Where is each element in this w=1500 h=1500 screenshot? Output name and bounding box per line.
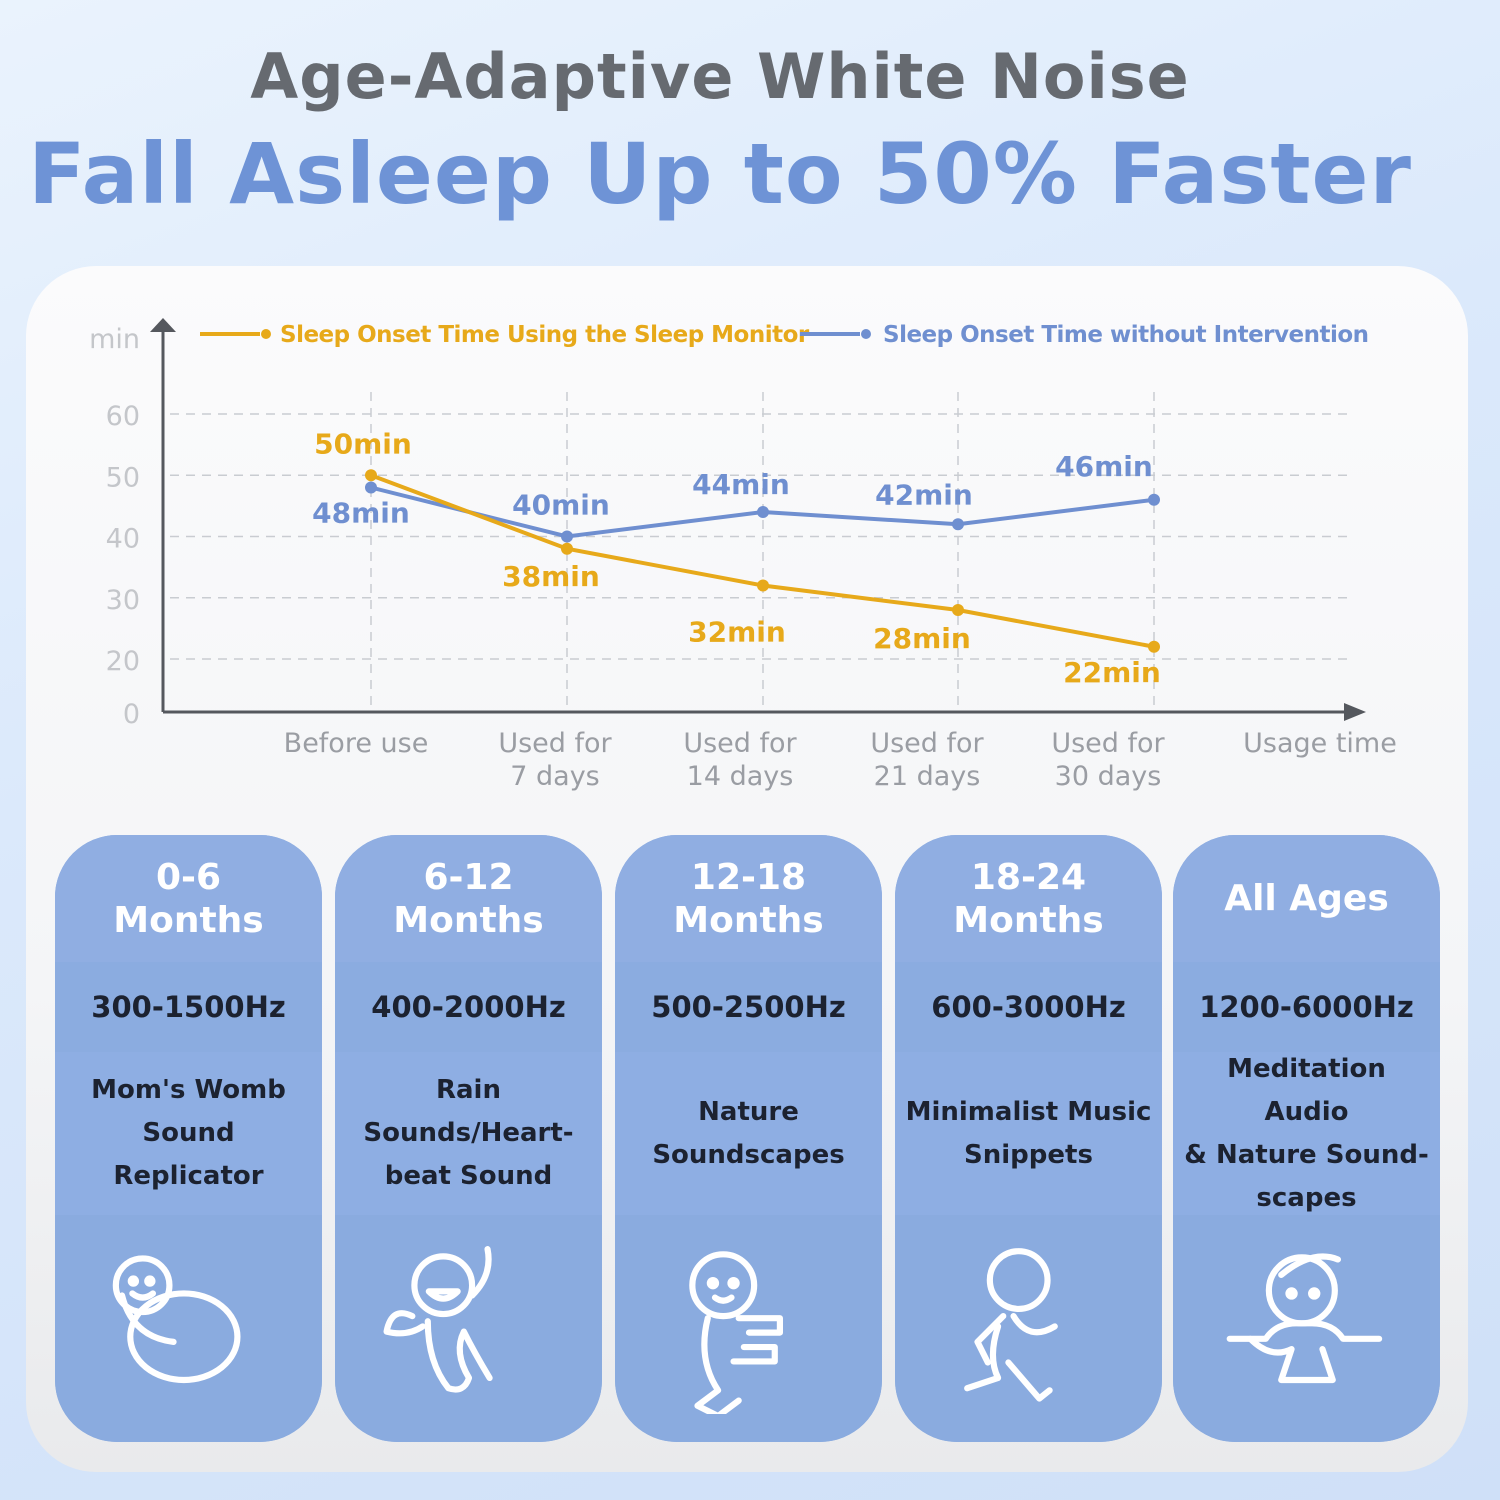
happy-baby-icon bbox=[382, 1245, 493, 1393]
data-point bbox=[757, 506, 769, 518]
data-label: 40min bbox=[512, 489, 610, 522]
data-label: 44min bbox=[692, 468, 790, 501]
age-range-line: 12-18 bbox=[690, 856, 807, 898]
x-axis-label: Usage time bbox=[1243, 728, 1397, 759]
y-tick-label: 30 bbox=[106, 585, 140, 616]
data-point bbox=[365, 469, 377, 482]
line-chart: 0 20 30 40 50 60 min Usage time Before use Used f… bbox=[89, 318, 1397, 792]
age-card: 0-6 Months 300-1500Hz Mom's Womb Sound Rep… bbox=[55, 835, 322, 1442]
running-child-icon bbox=[963, 1247, 1058, 1402]
age-range-line: Months bbox=[953, 899, 1104, 941]
legend-label: Sleep Onset Time Using the Sleep Monitor bbox=[280, 322, 810, 348]
data-label: 32min bbox=[688, 616, 786, 649]
y-tick-label: 60 bbox=[106, 401, 140, 432]
age-card: 18-24 Months 600-3000Hz Minimalist Music S… bbox=[895, 835, 1162, 1442]
data-label: 38min bbox=[502, 560, 600, 593]
data-point bbox=[1148, 640, 1160, 653]
y-tick-label: 40 bbox=[106, 524, 140, 555]
x-tick-label: Used for bbox=[498, 728, 612, 759]
x-tick-label: 21 days bbox=[874, 761, 981, 792]
sound-description-line: Soundscapes bbox=[652, 1139, 845, 1170]
frequency-range: 1200-6000Hz bbox=[1173, 962, 1440, 1052]
meditating-person-icon bbox=[1226, 1253, 1382, 1383]
sound-description-line: Rain bbox=[435, 1075, 501, 1105]
x-tick-label: Used for bbox=[683, 728, 797, 759]
age-range-line: 18-24 bbox=[970, 856, 1087, 898]
age-range-line: Months bbox=[113, 899, 264, 941]
legend-marker bbox=[261, 329, 271, 339]
data-point bbox=[952, 604, 964, 616]
sound-description-line: beat Sound bbox=[384, 1161, 553, 1191]
age-range-line: 0-6 bbox=[155, 856, 222, 898]
legend-marker bbox=[861, 329, 871, 339]
sound-description-line: Snippets bbox=[964, 1139, 1093, 1170]
sound-description-line: Minimalist Music bbox=[905, 1096, 1152, 1127]
x-tick-label: Used for bbox=[870, 728, 984, 759]
data-point bbox=[365, 481, 377, 494]
swaddled-baby-icon bbox=[112, 1254, 241, 1383]
data-label: 42min bbox=[875, 478, 973, 511]
data-point bbox=[561, 530, 573, 543]
y-axis-arrow-icon bbox=[150, 318, 176, 332]
data-point bbox=[952, 518, 964, 531]
subtitle: Age-Adaptive White Noise bbox=[250, 40, 1190, 113]
y-tick-label: 50 bbox=[106, 462, 140, 493]
age-range-line: Months bbox=[393, 899, 544, 941]
sound-description: Nature Soundscapes bbox=[615, 1052, 882, 1215]
legend-label: Sleep Onset Time without Intervention bbox=[883, 322, 1369, 348]
age-range-line: Months bbox=[673, 899, 824, 941]
sound-description-line: Meditation Audio bbox=[1227, 1053, 1386, 1127]
age-range: 12-18 Months bbox=[615, 835, 882, 962]
sound-description-line: & Nature Sound- bbox=[1184, 1139, 1429, 1170]
frequency-range: 600-3000Hz bbox=[895, 962, 1162, 1052]
frequency-range: 400-2000Hz bbox=[335, 962, 602, 1052]
age-range: 6-12 Months bbox=[335, 835, 602, 962]
frequency-range: 500-2500Hz bbox=[615, 962, 882, 1052]
age-card: 6-12 Months 400-2000Hz Rain Sounds/Heart-b… bbox=[335, 835, 602, 1442]
x-tick-label: Before use bbox=[284, 728, 429, 759]
age-range-line: 6-12 bbox=[423, 856, 514, 898]
sound-description-line: Nature bbox=[698, 1096, 799, 1127]
page-title: Fall Asleep Up to 50% Faster bbox=[28, 125, 1412, 223]
data-label: 22min bbox=[1063, 656, 1161, 689]
crawling-baby-icon bbox=[688, 1250, 783, 1414]
sound-description: Mom's Womb Sound Replicator bbox=[55, 1052, 322, 1215]
age-range: 0-6 Months bbox=[55, 835, 322, 962]
data-label: 50min bbox=[314, 427, 412, 460]
age-range: 18-24 Months bbox=[895, 835, 1162, 962]
data-point bbox=[757, 579, 769, 592]
data-point bbox=[1148, 493, 1160, 506]
y-axis-label: min bbox=[89, 324, 140, 355]
sound-description: Meditation Audio & Nature Sound-scapes bbox=[1173, 1052, 1440, 1215]
sound-description-line: Sound Replicator bbox=[113, 1118, 264, 1191]
sound-description-line: Sounds/Heart- bbox=[363, 1118, 574, 1148]
data-point bbox=[561, 542, 573, 555]
y-tick-label: 0 bbox=[123, 699, 140, 730]
x-tick-label: 30 days bbox=[1055, 761, 1162, 792]
x-tick-label: 14 days bbox=[687, 761, 794, 792]
frequency-range: 300-1500Hz bbox=[55, 962, 322, 1052]
sound-description: Rain Sounds/Heart-beat Sound bbox=[335, 1052, 602, 1215]
age-range-line: All Ages bbox=[1224, 878, 1389, 919]
age-card: All Ages 1200-6000Hz Meditation Audio & N… bbox=[1173, 835, 1440, 1442]
sound-description-line: Mom's Womb bbox=[91, 1075, 286, 1105]
x-tick-label: Used for bbox=[1051, 728, 1165, 759]
data-label: 28min bbox=[873, 622, 971, 655]
y-tick-label: 20 bbox=[106, 646, 140, 677]
x-tick-label: 7 days bbox=[510, 761, 600, 792]
age-card: 12-18 Months 500-2500Hz Nature Soundscapes bbox=[615, 835, 882, 1442]
x-axis-arrow-icon bbox=[1344, 703, 1366, 721]
data-label: 48min bbox=[312, 497, 410, 530]
sound-description: Minimalist Music Snippets bbox=[895, 1052, 1162, 1215]
age-range: All Ages bbox=[1173, 835, 1440, 962]
data-label: 46min bbox=[1055, 450, 1153, 483]
sound-description-line: scapes bbox=[1256, 1182, 1357, 1213]
